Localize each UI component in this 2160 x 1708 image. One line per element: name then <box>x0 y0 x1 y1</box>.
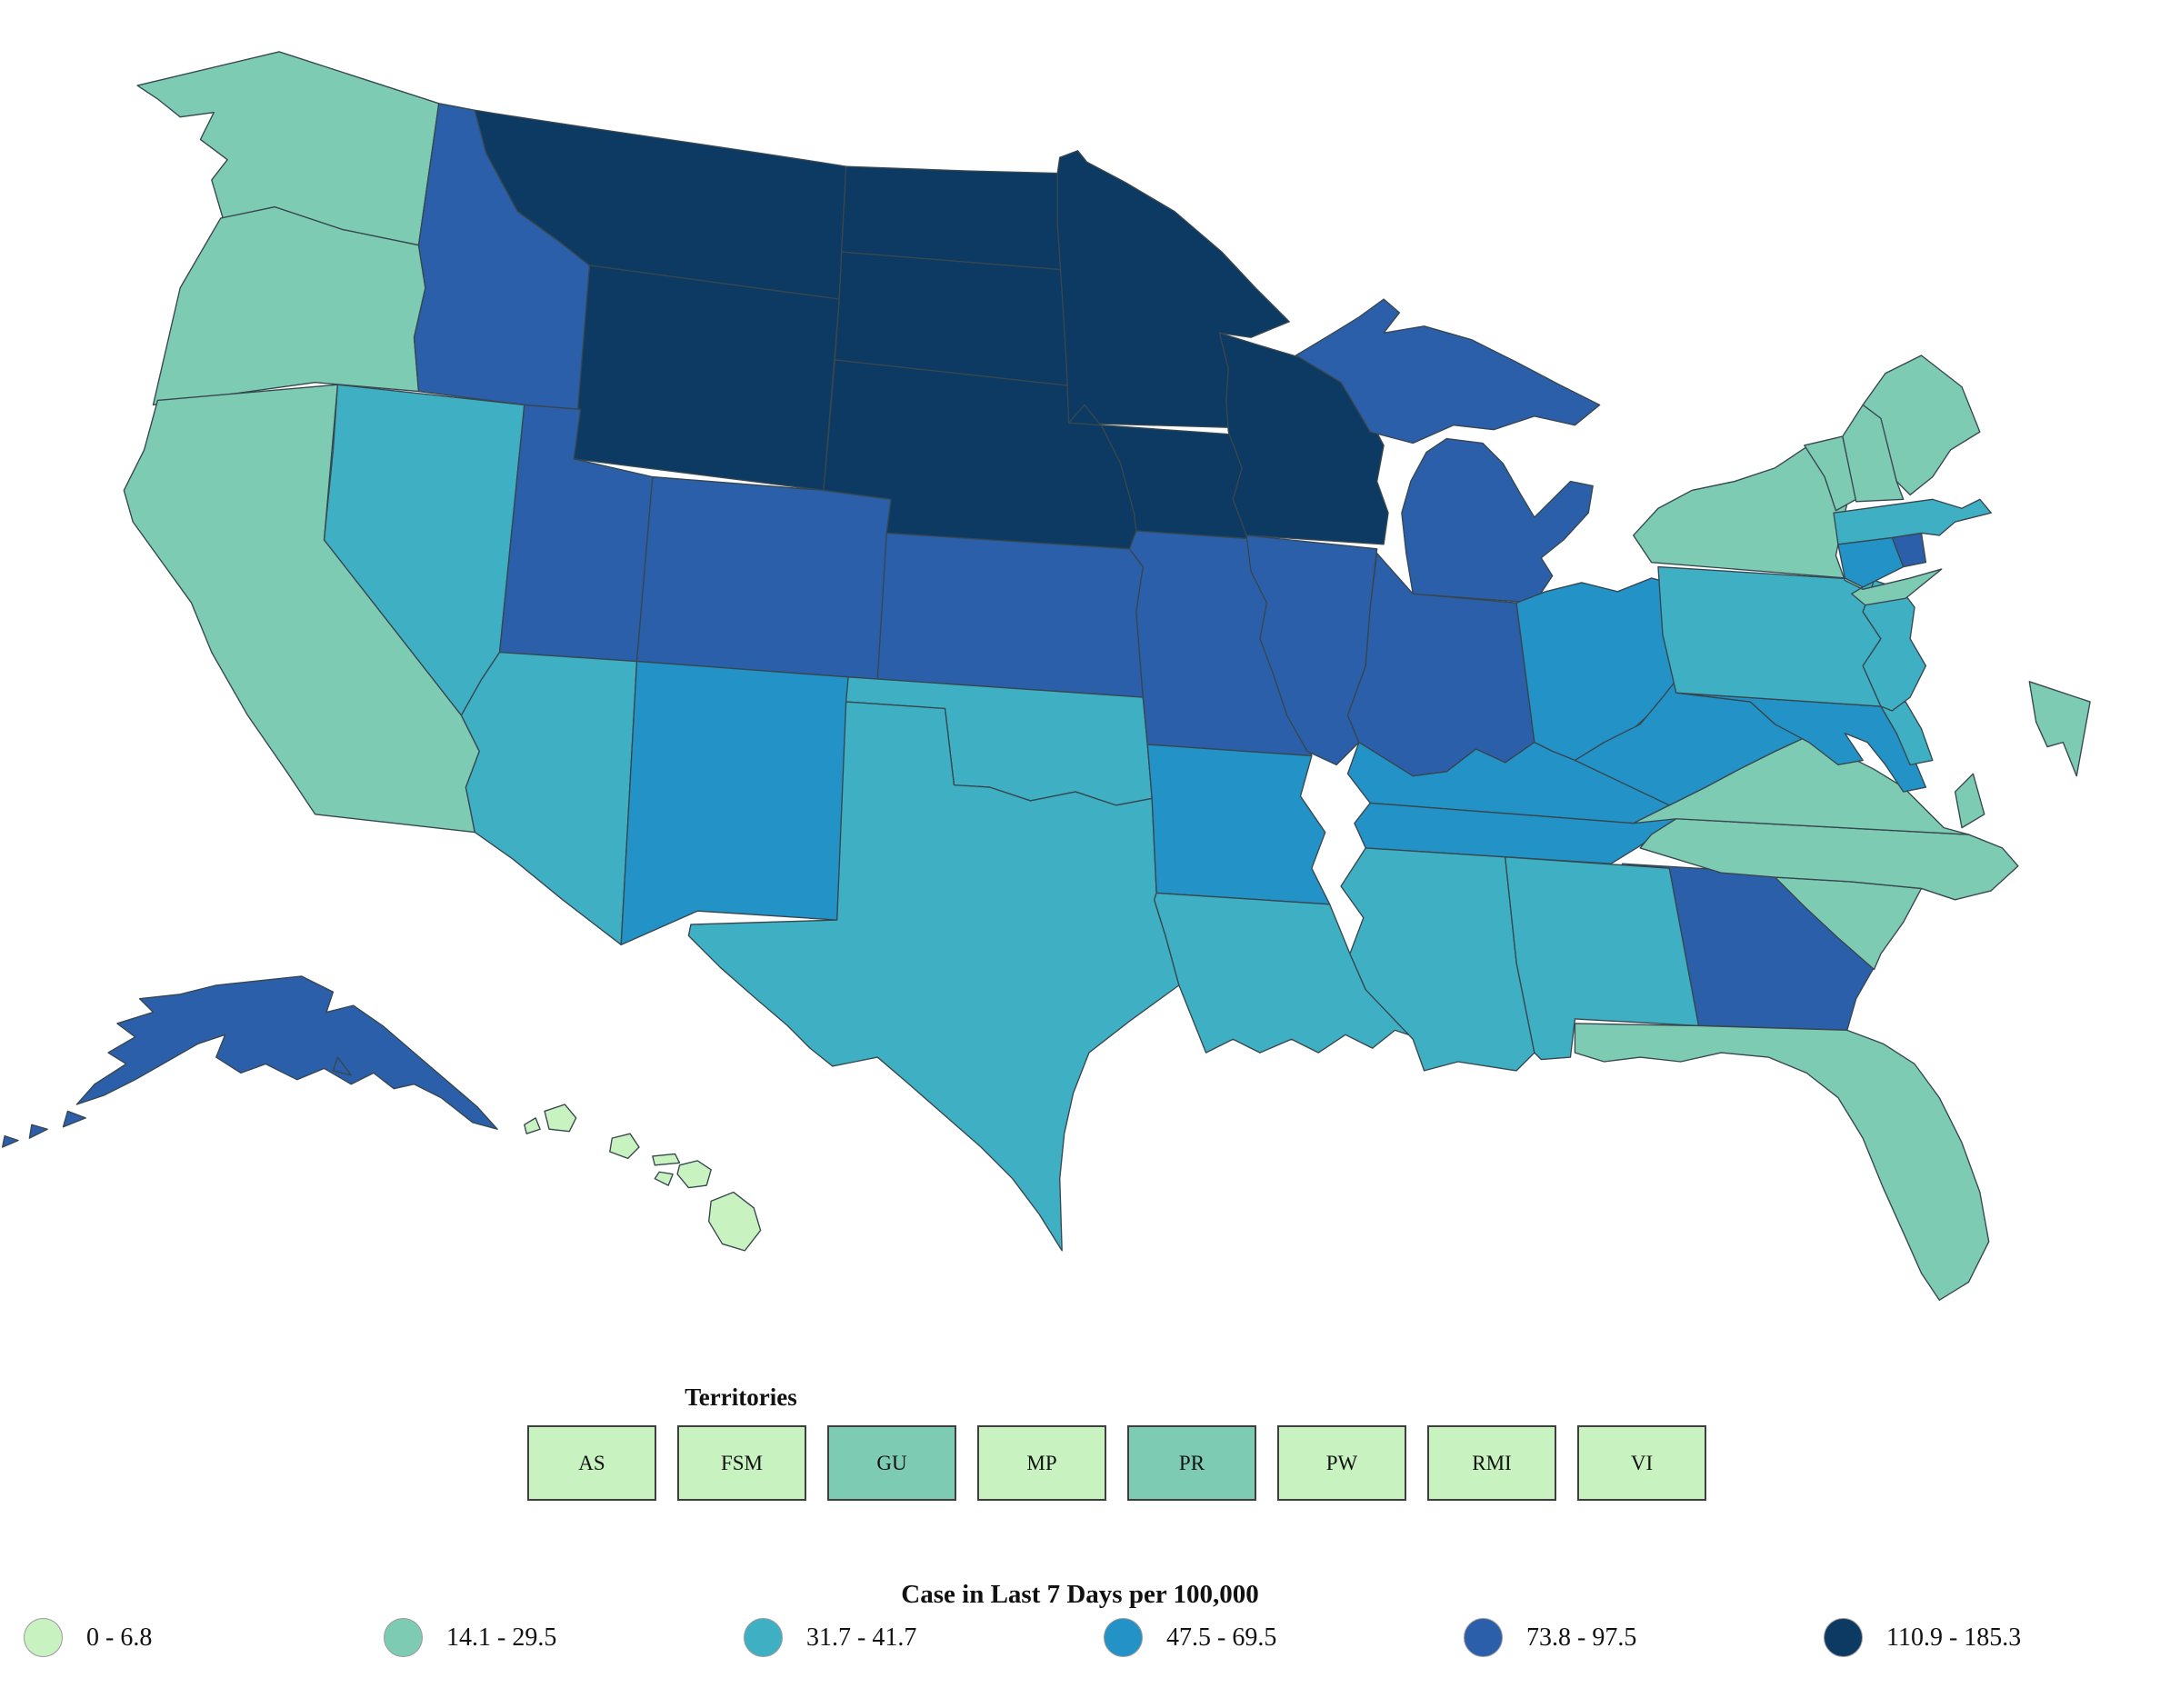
territory-box-mp[interactable]: MP <box>977 1425 1106 1501</box>
legend-color-circle <box>384 1618 423 1657</box>
legend-color-circle <box>744 1618 783 1657</box>
state-nj[interactable]: New Jersey <box>1862 579 1927 712</box>
territory-box-rmi[interactable]: RMI <box>1427 1425 1556 1501</box>
legend-label: 31.7 - 41.7 <box>806 1623 917 1652</box>
legend-label: 14.1 - 29.5 <box>446 1623 557 1652</box>
legend-item: 73.8 - 97.5 <box>1440 1618 1800 1657</box>
state-ks[interactable]: Kansas <box>876 532 1144 698</box>
territory-box-fsm[interactable]: FSM <box>677 1425 806 1501</box>
state-nm[interactable]: New Mexico <box>620 660 849 946</box>
state-hi[interactable]: Hawaii <box>524 1104 762 1252</box>
state-ma[interactable]: Massachusetts <box>1833 498 1992 545</box>
territories-row: AS FSM GU MP PR PW RMI VI <box>527 1425 1706 1501</box>
territories-title: Territories <box>685 1383 797 1411</box>
legend-color-circle <box>1104 1618 1143 1657</box>
legend-item: 110.9 - 185.3 <box>1800 1618 2160 1657</box>
territory-box-pw[interactable]: PW <box>1277 1425 1406 1501</box>
state-pa[interactable]: Pennsylvania <box>1657 565 1882 707</box>
state-mi2[interactable]: Michigan (Lower Peninsula) <box>1401 437 1594 604</box>
state-co[interactable]: Colorado <box>635 475 892 681</box>
territory-box-vi[interactable]: VI <box>1577 1425 1706 1501</box>
state-mn[interactable]: Minnesota <box>1056 150 1290 428</box>
legend-label: 110.9 - 185.3 <box>1886 1623 2022 1652</box>
state-dc[interactable]: District of Columbia <box>2028 681 2091 777</box>
legend-color-circle <box>1464 1618 1503 1657</box>
territory-box-gu[interactable]: GU <box>827 1425 956 1501</box>
state-ct[interactable]: Connecticut <box>1837 536 1905 588</box>
state-nc[interactable]: North Carolina <box>1639 818 2019 901</box>
state-ak[interactable]: Alaska <box>1 975 498 1148</box>
states-group: WashingtonOregonCaliforniaNevadaIdahoMon… <box>1 51 2091 1301</box>
legend-item: 0 - 6.8 <box>0 1618 360 1657</box>
state-wy[interactable]: Wyoming <box>573 265 840 492</box>
legend-color-circle <box>24 1618 63 1657</box>
legend-color-circle <box>1824 1618 1863 1657</box>
legend-title: Case in Last 7 Days per 100,000 <box>901 1580 1259 1609</box>
state-fl[interactable]: Florida <box>1574 1023 1990 1301</box>
state-me[interactable]: Maine <box>1862 355 1981 496</box>
state-az[interactable]: Arizona <box>460 651 638 946</box>
legend-label: 0 - 6.8 <box>86 1623 153 1652</box>
us-map-svg: WashingtonOregonCaliforniaNevadaIdahoMon… <box>1 51 2091 1301</box>
state-mi[interactable]: Michigan (Upper Peninsula) <box>1295 298 1601 444</box>
legend-label: 73.8 - 97.5 <box>1526 1623 1637 1652</box>
legend-item: 31.7 - 41.7 <box>720 1618 1080 1657</box>
state-tx[interactable]: Texas <box>687 701 1180 1252</box>
territory-box-pr[interactable]: PR <box>1127 1425 1256 1501</box>
legend-item: 14.1 - 29.5 <box>360 1618 720 1657</box>
state-ar[interactable]: Arkansas <box>1146 744 1331 905</box>
state-de[interactable]: Delaware <box>1880 701 1934 766</box>
us-choropleth-map: WashingtonOregonCaliforniaNevadaIdahoMon… <box>1 51 2091 1301</box>
territory-box-as[interactable]: AS <box>527 1425 656 1501</box>
state-vt[interactable]: Vermont <box>1804 435 1857 512</box>
legend-item: 47.5 - 69.5 <box>1080 1618 1440 1657</box>
legend-row: 0 - 6.8 14.1 - 29.5 31.7 - 41.7 47.5 - 69.5… <box>0 1618 2160 1657</box>
legend-label: 47.5 - 69.5 <box>1166 1623 1277 1652</box>
